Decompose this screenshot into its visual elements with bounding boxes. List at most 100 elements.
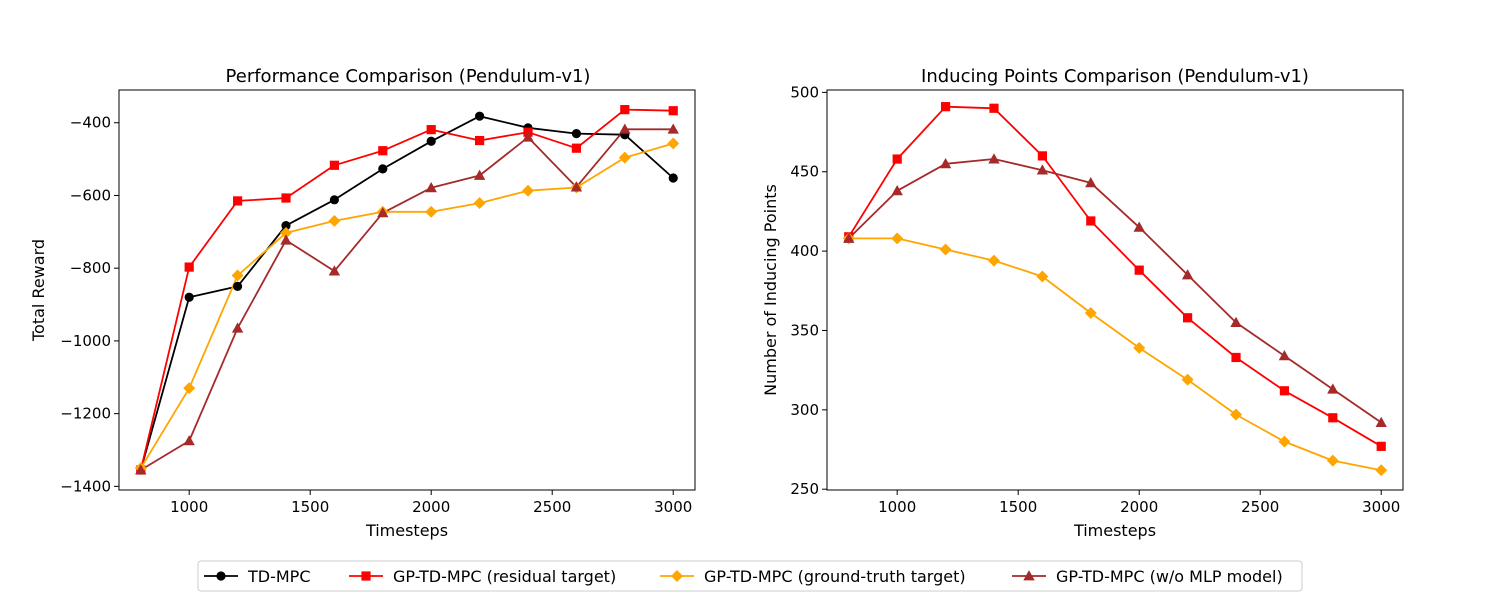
data-point <box>426 125 436 135</box>
data-point <box>281 193 291 203</box>
series-line <box>848 105 1382 448</box>
data-point <box>619 123 631 134</box>
series-line <box>139 115 674 471</box>
data-point <box>668 106 678 116</box>
data-point <box>1036 270 1049 283</box>
legend-entry: GP-TD-MPC (ground-truth target) <box>660 567 966 586</box>
data-point <box>571 143 582 153</box>
series-line <box>139 108 674 471</box>
data-point <box>522 184 534 197</box>
data-point <box>989 103 999 113</box>
legend-marker <box>1023 570 1035 581</box>
data-point <box>843 232 855 243</box>
data-point <box>184 262 194 272</box>
legend-marker <box>361 571 371 581</box>
data-point <box>475 111 485 121</box>
data-point <box>1278 350 1291 361</box>
data-point <box>571 129 582 139</box>
data-point <box>620 105 630 115</box>
y-axis-label: Number of Inducing Points <box>761 184 780 396</box>
data-point <box>329 160 339 170</box>
y-tick-label: 500 <box>790 83 819 101</box>
data-point <box>280 234 292 245</box>
data-point <box>1230 408 1242 421</box>
data-point <box>522 131 534 142</box>
y-tick-label: 350 <box>790 321 819 339</box>
data-point <box>1183 313 1193 323</box>
data-point <box>473 197 486 210</box>
y-tick-label: −1400 <box>60 477 111 495</box>
data-point <box>231 322 244 333</box>
data-point <box>1037 151 1047 161</box>
data-point <box>184 292 194 302</box>
legend-box <box>197 560 1303 592</box>
x-axis-label: Timesteps <box>365 521 448 540</box>
x-tick-label: 1000 <box>170 498 208 516</box>
legend-label: GP-TD-MPC (ground-truth target) <box>704 567 966 586</box>
y-tick-label: −1000 <box>60 332 111 350</box>
legend: TD-MPC GP-TD-MPC (residual target) GP-TD-M… <box>197 560 1303 592</box>
x-tick-label: 1500 <box>291 498 329 516</box>
y-tick-label: −800 <box>70 259 111 277</box>
data-point <box>425 205 438 218</box>
y-tick-label: 300 <box>790 401 819 419</box>
data-point <box>1326 454 1339 467</box>
y-tick-label: −600 <box>70 186 111 204</box>
data-point <box>1328 413 1338 423</box>
series-line <box>140 128 674 471</box>
data-point <box>1231 352 1241 363</box>
data-point <box>1375 464 1388 477</box>
series-line <box>140 142 674 469</box>
data-point <box>1036 164 1049 175</box>
data-point <box>892 154 902 164</box>
data-point <box>891 232 904 245</box>
y-axis-label: Total Reward <box>29 239 48 342</box>
data-point <box>425 181 437 193</box>
x-axis-label: Timesteps <box>1073 521 1156 540</box>
y-axis-ticks: 250 300 350 400 450 500 <box>790 83 827 498</box>
inducing-points-chart: Inducing Points Comparison (Pendulum-v1)… <box>761 66 1404 540</box>
data-point <box>1134 265 1144 275</box>
data-point <box>183 435 195 446</box>
y-tick-label: −400 <box>70 114 111 132</box>
data-point <box>473 169 486 180</box>
legend-marker <box>671 570 683 582</box>
data-point <box>940 102 951 112</box>
data-point <box>1181 269 1194 280</box>
data-point <box>668 173 678 183</box>
data-point <box>1181 373 1194 386</box>
data-point <box>232 281 243 291</box>
data-point <box>475 135 485 146</box>
data-point <box>1279 386 1290 396</box>
legend-entry: GP-TD-MPC (residual target) <box>349 567 616 586</box>
data-point <box>1084 307 1097 319</box>
legend-label: GP-TD-MPC (w/o MLP model) <box>1056 567 1283 586</box>
plot-area <box>134 105 680 475</box>
data-point <box>378 164 388 174</box>
y-tick-label: 400 <box>790 242 819 260</box>
data-point <box>328 265 341 276</box>
plot-area <box>842 102 1388 477</box>
y-tick-label: 450 <box>790 163 819 181</box>
data-point <box>1085 177 1097 188</box>
data-point <box>1327 383 1339 394</box>
data-point <box>1375 416 1387 427</box>
x-tick-label: 2000 <box>412 498 450 516</box>
data-point <box>988 254 1000 267</box>
data-point <box>426 136 436 146</box>
data-point <box>667 123 679 134</box>
x-tick-label: 1500 <box>999 498 1037 516</box>
data-point <box>1133 341 1146 354</box>
data-point <box>667 137 680 150</box>
data-point <box>891 184 903 196</box>
x-axis-ticks: 1000 1500 2000 2500 3000 <box>878 490 1400 516</box>
series-line <box>848 237 1382 472</box>
legend-label: GP-TD-MPC (residual target) <box>393 567 616 586</box>
data-point <box>329 195 339 205</box>
chart-title: Performance Comparison (Pendulum-v1) <box>226 66 591 87</box>
x-tick-label: 3000 <box>654 498 692 516</box>
axes-frame <box>826 89 1404 491</box>
data-point <box>183 382 196 395</box>
legend-marker <box>216 571 226 581</box>
